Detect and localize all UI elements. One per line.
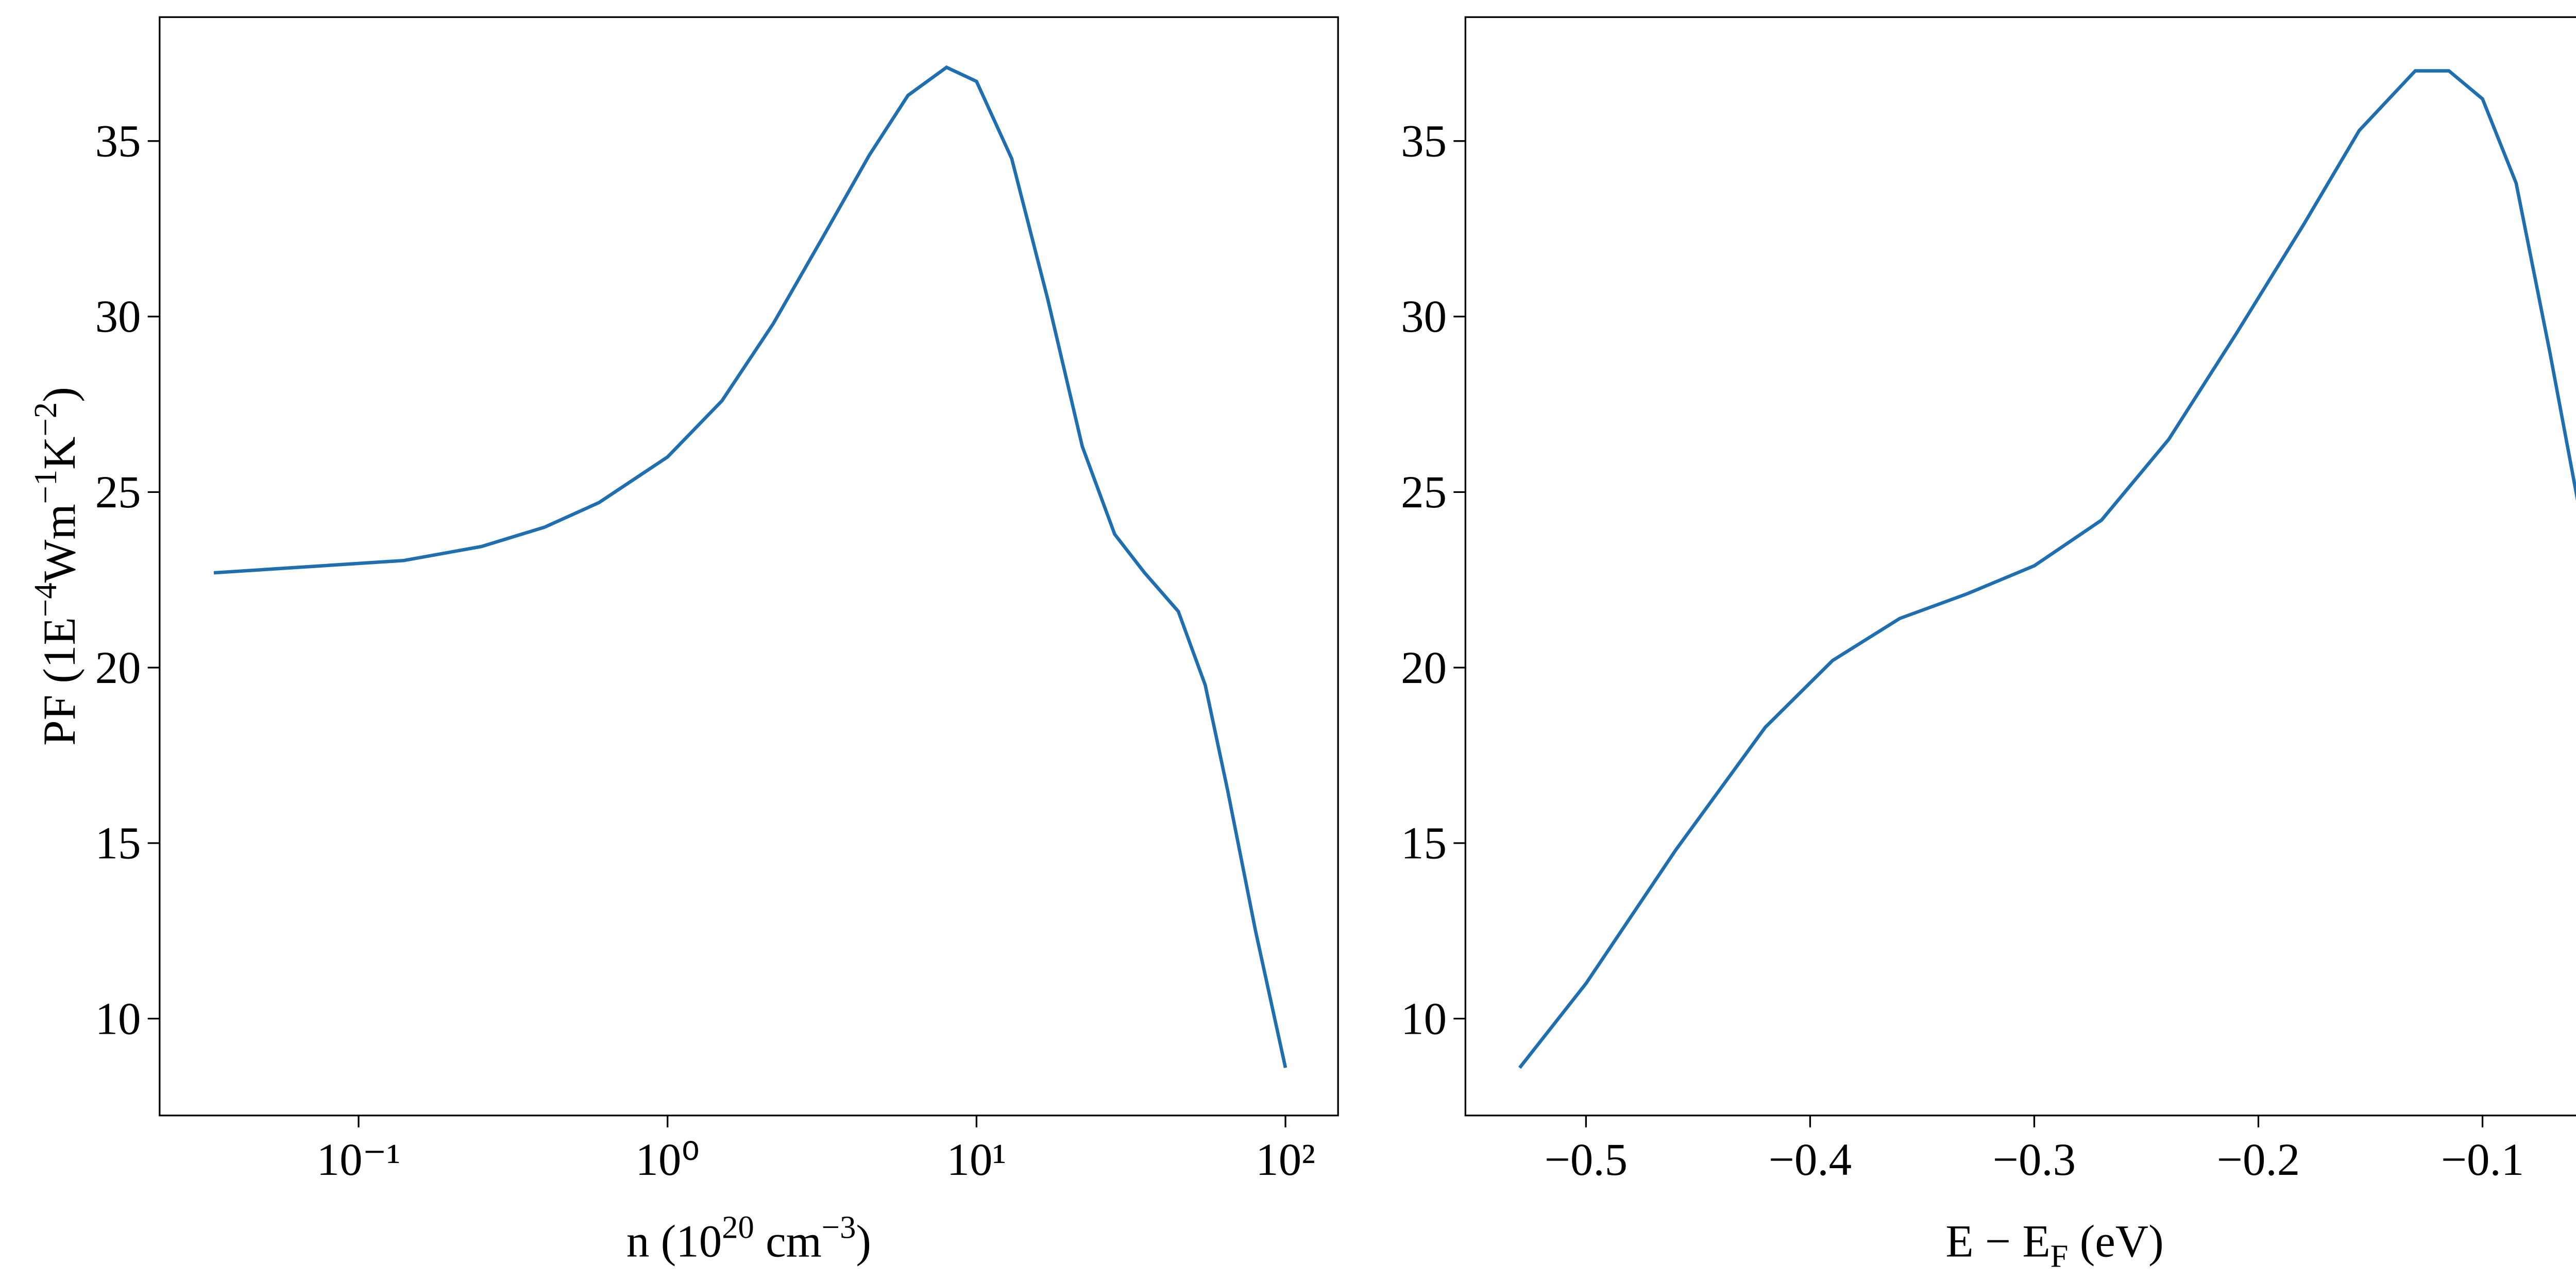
- x-axis-label-part: 20: [722, 1209, 754, 1245]
- x-axis-label-part: −3: [822, 1209, 856, 1245]
- y-axis-label: PF (1E−4Wm−1K−2): [27, 387, 85, 746]
- y-tick-label: 30: [95, 292, 141, 342]
- x-axis-label-part: F: [2050, 1238, 2069, 1274]
- y-axis-label-part: −1: [27, 470, 63, 504]
- y-axis-label-part: Wm: [35, 504, 85, 583]
- y-axis-label-part: ): [35, 387, 85, 402]
- data-line: [1518, 69, 2576, 1069]
- x-axis-label-part: n (10: [626, 1216, 722, 1267]
- y-axis-label-part: −4: [27, 583, 63, 618]
- y-tick-label: 15: [1401, 818, 1447, 869]
- y-tick-label: 15: [95, 818, 141, 869]
- x-tick-label: 10⁻¹: [317, 1135, 401, 1185]
- y-axis-label-part: K: [35, 436, 85, 469]
- y-tick-label: 35: [95, 116, 141, 166]
- x-tick-label: −0.1: [2441, 1135, 2524, 1185]
- plot-frame: [159, 16, 1339, 1117]
- y-tick-label: 10: [95, 994, 141, 1044]
- y-tick-label: 25: [95, 467, 141, 518]
- x-tick-label: 10²: [1256, 1135, 1315, 1185]
- y-tick-label: 35: [1401, 116, 1447, 166]
- x-axis-label-part: (eV): [2069, 1216, 2164, 1267]
- y-tick-label: 10: [1401, 994, 1447, 1044]
- x-tick-label: 10⁰: [635, 1135, 700, 1185]
- y-tick-label: 25: [1401, 467, 1447, 518]
- x-axis-label-part: E − E: [1945, 1216, 2050, 1267]
- x-tick-label: −0.4: [1769, 1135, 1852, 1185]
- x-axis-label: E − EF (eV): [1945, 1216, 2163, 1274]
- x-tick-label: −0.2: [2217, 1135, 2300, 1185]
- y-tick-label: 20: [95, 643, 141, 693]
- data-line: [213, 65, 1287, 1068]
- chart-panel: 10 15 20 25 30 35 −0.5 −0.4 −0.3 −0.2 −0.1 E − EF (…: [1401, 16, 2576, 1274]
- plot-frame: [1464, 16, 2576, 1117]
- x-tick-label: −0.5: [1545, 1135, 1628, 1185]
- x-axis-label-part: cm: [754, 1216, 822, 1267]
- x-axis-label-part: ): [856, 1216, 871, 1267]
- x-tick-label: 10¹: [947, 1135, 1007, 1185]
- x-axis-label: n (1020 cm−3): [626, 1209, 871, 1267]
- y-axis-label-part: PF (1E: [35, 617, 85, 746]
- x-tick-label: −0.3: [1993, 1135, 2076, 1185]
- y-axis-label-part: −2: [27, 402, 63, 437]
- y-tick-label: 30: [1401, 292, 1447, 342]
- y-tick-label: 20: [1401, 643, 1447, 693]
